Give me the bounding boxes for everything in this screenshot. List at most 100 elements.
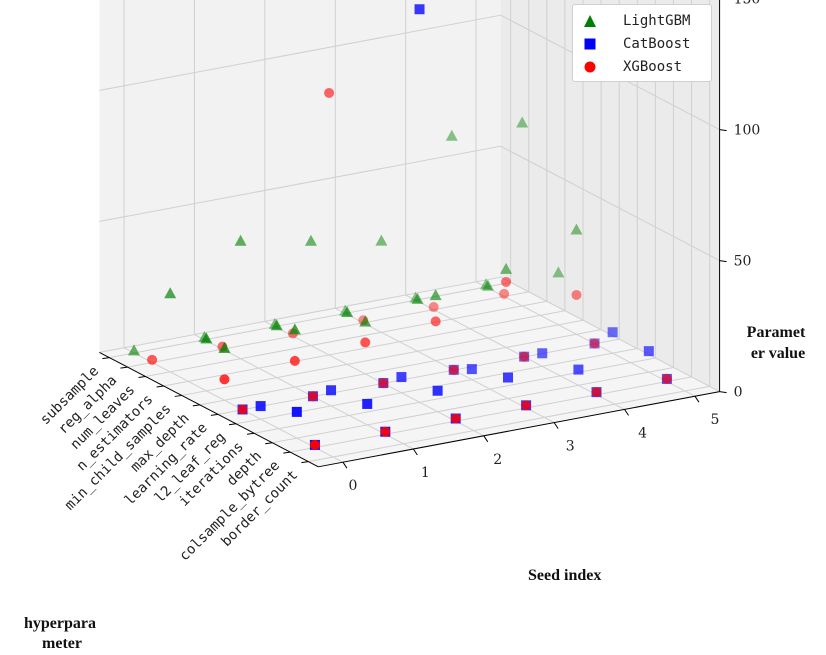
- catboost-point: [466, 364, 477, 375]
- seed-tick: [412, 448, 418, 456]
- xgboost-point: [307, 391, 318, 402]
- x-axis-title: hyperpara meter: [24, 615, 100, 652]
- lightgbm-point: [304, 234, 317, 246]
- legend-entry: CatBoost: [581, 32, 703, 55]
- data-points: [128, 4, 672, 450]
- category-tick: [156, 385, 164, 388]
- xgboost-point: [450, 413, 461, 424]
- xgboost-point: [501, 276, 512, 287]
- catboost-point: [326, 385, 337, 396]
- lightgbm-point: [218, 341, 231, 353]
- catboost-point: [291, 406, 302, 417]
- lightgbm-point: [429, 289, 442, 301]
- z-tick: [719, 129, 727, 132]
- lightgbm-point: [128, 344, 140, 356]
- seed-tick-label: 0: [348, 478, 357, 494]
- grid-cat-floor: [308, 385, 710, 463]
- triangle-marker-icon: [581, 14, 599, 28]
- lightgbm-point: [341, 306, 354, 318]
- lightgbm-point: [200, 332, 213, 344]
- legend: LightGBM CatBoost XGBoost: [572, 4, 712, 82]
- xgboost-point: [289, 355, 300, 366]
- xgboost-point: [147, 354, 158, 365]
- y-axis-title: Seed index: [528, 567, 601, 584]
- catboost-point: [537, 348, 548, 359]
- lightgbm-point: [516, 116, 529, 128]
- seed-tick-label: 5: [710, 412, 719, 428]
- xgboost-point: [519, 351, 530, 362]
- grid-cat-floor: [199, 329, 602, 406]
- lightgbm-point: [552, 266, 565, 278]
- category-tick: [301, 461, 309, 464]
- legend-entry: XGBoost: [581, 55, 703, 78]
- legend-entry: LightGBM: [581, 9, 703, 32]
- catboost-point: [432, 385, 443, 396]
- catboost-point: [362, 398, 373, 409]
- xgboost-point: [430, 316, 441, 327]
- z-tick: [719, 260, 727, 263]
- xgboost-point: [428, 302, 439, 313]
- circle-marker-icon: [581, 60, 599, 74]
- lightgbm-point: [481, 279, 494, 291]
- lightgbm-point: [359, 315, 372, 327]
- xgboost-point: [324, 87, 335, 98]
- seed-tick: [342, 461, 348, 469]
- xgboost-point: [448, 364, 459, 375]
- xgboost-point: [591, 387, 602, 398]
- category-tick: [210, 413, 218, 416]
- category-tick: [138, 376, 146, 379]
- xgboost-point: [378, 378, 389, 389]
- seed-tick-label: 3: [566, 439, 575, 455]
- lightgbm-point: [445, 129, 458, 141]
- grid-seed-floor: [475, 281, 696, 397]
- legend-label: LightGBM: [623, 12, 691, 29]
- catboost-point: [255, 401, 266, 412]
- category-tick: [265, 442, 273, 445]
- catboost-point: [414, 4, 425, 15]
- catboost-point: [607, 327, 618, 338]
- seed-tick: [553, 422, 559, 429]
- xgboost-point: [499, 288, 510, 299]
- xgboost-point: [661, 373, 672, 384]
- grid-cat-floor: [181, 319, 584, 396]
- seed-tick-label: 2: [493, 452, 502, 468]
- side-pane: [500, 0, 720, 392]
- floor-pane: [99, 277, 720, 467]
- lightgbm-point: [570, 223, 583, 235]
- grid-cat-floor: [253, 357, 656, 434]
- seed-axis-line: [318, 391, 720, 468]
- grid-z-side: [500, 145, 720, 262]
- lightgbm-point: [234, 234, 247, 246]
- catboost-point: [573, 364, 584, 375]
- grid-cat-floor: [145, 300, 547, 378]
- xgboost-point: [589, 338, 600, 349]
- grid-seed-floor: [123, 347, 344, 463]
- grid-seed-floor: [335, 307, 555, 424]
- grid-cat-floor: [127, 291, 529, 368]
- category-tick: [192, 404, 200, 407]
- category-tick: [228, 423, 237, 426]
- grid-cat-floor: [290, 376, 692, 453]
- grid-z-back: [99, 276, 501, 353]
- axis-panes: [99, 0, 720, 467]
- xgboost-point: [360, 337, 371, 348]
- legend-label: XGBoost: [623, 58, 683, 75]
- xgboost-point: [380, 426, 391, 437]
- category-axis-line: [99, 351, 319, 468]
- category-tick: [102, 357, 110, 360]
- lightgbm-point: [500, 262, 513, 274]
- lightgbm-point: [164, 287, 177, 299]
- seed-tick-label: 1: [421, 465, 430, 481]
- seed-tick: [624, 409, 629, 416]
- grid-seed-floor: [194, 334, 414, 450]
- axis-lines: [99, 0, 727, 469]
- grid-cat-floor: [163, 310, 566, 387]
- xgboost-point: [237, 404, 248, 415]
- seed-tick: [694, 395, 700, 403]
- grid-seed-floor: [264, 320, 484, 437]
- xgboost-point: [309, 439, 320, 450]
- z-tick-label: 0: [734, 385, 743, 401]
- xgboost-point: [219, 374, 230, 385]
- xgboost-point: [571, 289, 582, 300]
- grid-lines: [99, 0, 720, 463]
